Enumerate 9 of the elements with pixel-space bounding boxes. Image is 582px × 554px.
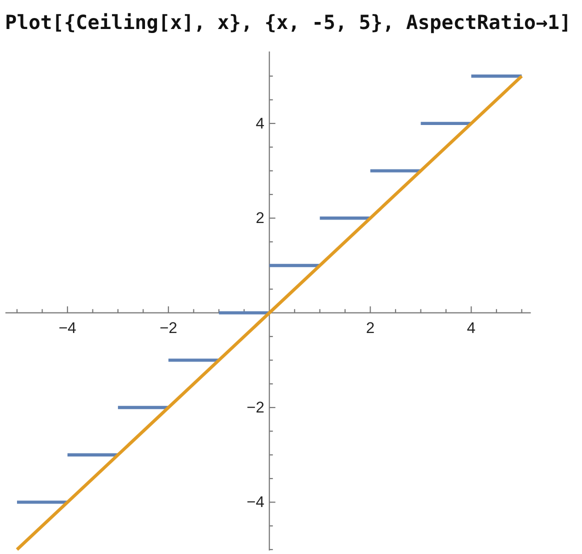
chart-title: Plot[{Ceiling[x], x}, {x, -5, 5}, AspectRatio→1] [5,11,572,34]
y-tick-label: −2 [246,399,264,416]
y-tick-label: −4 [246,494,265,512]
y-tick-label: 2 [256,210,264,228]
x-tick-label: 2 [366,320,375,337]
x-tick-label: −4 [58,320,77,337]
y-tick-label: 4 [256,115,265,132]
x-tick-label: −2 [160,320,178,337]
x-tick-label: 4 [466,320,476,337]
